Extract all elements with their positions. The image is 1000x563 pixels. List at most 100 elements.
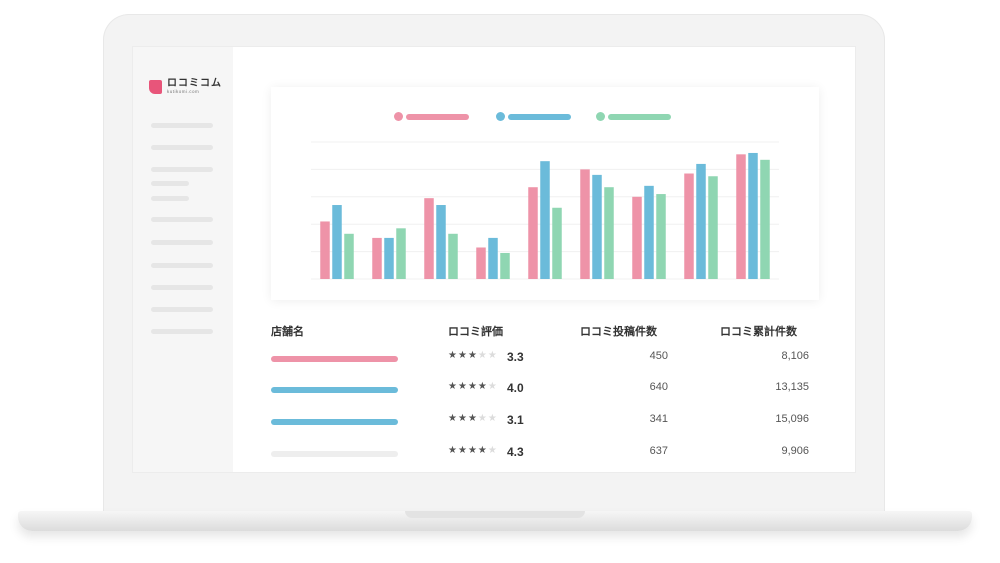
star-icon: ★: [457, 350, 468, 361]
bar: [684, 173, 694, 279]
star-icon: ★: [448, 381, 458, 392]
bar: [396, 228, 406, 279]
bar: [604, 187, 614, 279]
legend-dot: [496, 112, 505, 121]
table-row[interactable]: ★★★★★ 4.3 637 9,906: [133, 442, 855, 468]
star-icon: ★: [467, 445, 478, 456]
bar: [736, 154, 746, 279]
star-icon: ★: [467, 381, 478, 392]
legend-item-blue: [496, 112, 571, 121]
store-name-bar: [271, 451, 398, 457]
bar: [748, 152, 758, 279]
store-name-bar: [271, 387, 398, 393]
logo-mark-icon: [149, 79, 162, 94]
table-row[interactable]: ★★★★★ 3.3 450 8,106: [133, 347, 855, 373]
star-icon: ★: [477, 445, 488, 456]
legend-item-green: [596, 112, 671, 121]
bar: [436, 205, 446, 279]
star-icon: ★: [487, 381, 498, 392]
bar: [332, 205, 342, 279]
sidebar-item-10[interactable]: [151, 307, 213, 312]
star-icon: ★: [477, 413, 488, 424]
bar-chart: [311, 141, 779, 280]
star-icon: ★: [457, 445, 468, 456]
bar: [476, 247, 486, 279]
bar: [320, 221, 330, 279]
sidebar-item-11[interactable]: [151, 329, 213, 334]
legend-item-pink: [394, 112, 469, 121]
post-count: 637: [649, 445, 668, 457]
header-store-name: 店舗名: [271, 326, 304, 338]
header-posts: ロコミ投稿件数: [580, 326, 657, 338]
star-icon: ★: [467, 350, 478, 361]
laptop-base: [18, 511, 972, 531]
bar: [384, 237, 394, 279]
total-count: 15,096: [775, 413, 809, 425]
sidebar-item-4[interactable]: [151, 181, 189, 186]
brand-name: ロコミコム: [167, 78, 222, 89]
bar: [760, 159, 770, 279]
header-rating: ロコミ評価: [448, 326, 503, 338]
star-icon: ★: [448, 413, 458, 424]
sidebar-item-2[interactable]: [151, 145, 213, 150]
bar: [424, 198, 434, 279]
screen: ロコミコム kutikomi.com 店舗名 ロコミ評価 ロコ: [133, 47, 855, 472]
bar: [552, 207, 562, 279]
star-icon: ★: [457, 381, 468, 392]
total-count: 8,106: [781, 350, 809, 362]
chart-card: [271, 87, 819, 300]
sidebar-item-9[interactable]: [151, 285, 213, 290]
sidebar-item-8[interactable]: [151, 263, 213, 268]
header-total: ロコミ累計件数: [720, 326, 797, 338]
star-icon: ★: [467, 413, 478, 424]
bar: [488, 237, 498, 279]
bar: [644, 185, 654, 279]
rating-value: 4.0: [507, 381, 524, 395]
rating-value: 3.1: [507, 413, 524, 427]
store-name-bar: [271, 356, 398, 362]
rating-value: 3.3: [507, 350, 524, 364]
store-name-bar: [271, 419, 398, 425]
legend-line: [508, 113, 571, 120]
bar: [580, 169, 590, 279]
star-icon: ★: [477, 350, 488, 361]
bar: [372, 237, 382, 279]
table-row[interactable]: ★★★★★ 3.1 341 15,096: [133, 410, 855, 436]
bar: [592, 174, 602, 279]
table-row[interactable]: ★★★★★ 4.0 640 13,135: [133, 378, 855, 404]
rating-stars: ★★★★★: [448, 413, 498, 424]
rating-value: 4.3: [507, 445, 524, 459]
star-icon: ★: [448, 445, 458, 456]
star-icon: ★: [487, 413, 498, 424]
legend-line: [406, 113, 469, 120]
star-icon: ★: [448, 350, 458, 361]
post-count: 450: [649, 350, 668, 362]
legend-dot: [394, 112, 403, 121]
star-icon: ★: [477, 381, 488, 392]
bar: [708, 176, 718, 279]
brand-logo[interactable]: ロコミコム kutikomi.com: [149, 79, 222, 95]
brand-sub: kutikomi.com: [167, 89, 200, 94]
legend-dot: [596, 112, 605, 121]
bar: [540, 161, 550, 279]
rating-stars: ★★★★★: [448, 381, 498, 392]
rating-stars: ★★★★★: [448, 445, 498, 456]
bar: [528, 187, 538, 279]
sidebar-item-3[interactable]: [151, 167, 213, 172]
bar: [632, 196, 642, 279]
bar: [500, 252, 510, 279]
bar: [656, 194, 666, 279]
bar: [448, 233, 458, 279]
total-count: 13,135: [775, 381, 809, 393]
sidebar-item-5[interactable]: [151, 196, 189, 201]
sidebar-item-6[interactable]: [151, 217, 213, 222]
post-count: 341: [649, 413, 668, 425]
sidebar-item-1[interactable]: [151, 123, 213, 128]
star-icon: ★: [457, 413, 468, 424]
sidebar-item-7[interactable]: [151, 240, 213, 245]
rating-stars: ★★★★★: [448, 350, 498, 361]
star-icon: ★: [487, 350, 498, 361]
sidebar: ロコミコム kutikomi.com: [133, 47, 233, 472]
star-icon: ★: [487, 445, 498, 456]
bar: [696, 163, 706, 279]
